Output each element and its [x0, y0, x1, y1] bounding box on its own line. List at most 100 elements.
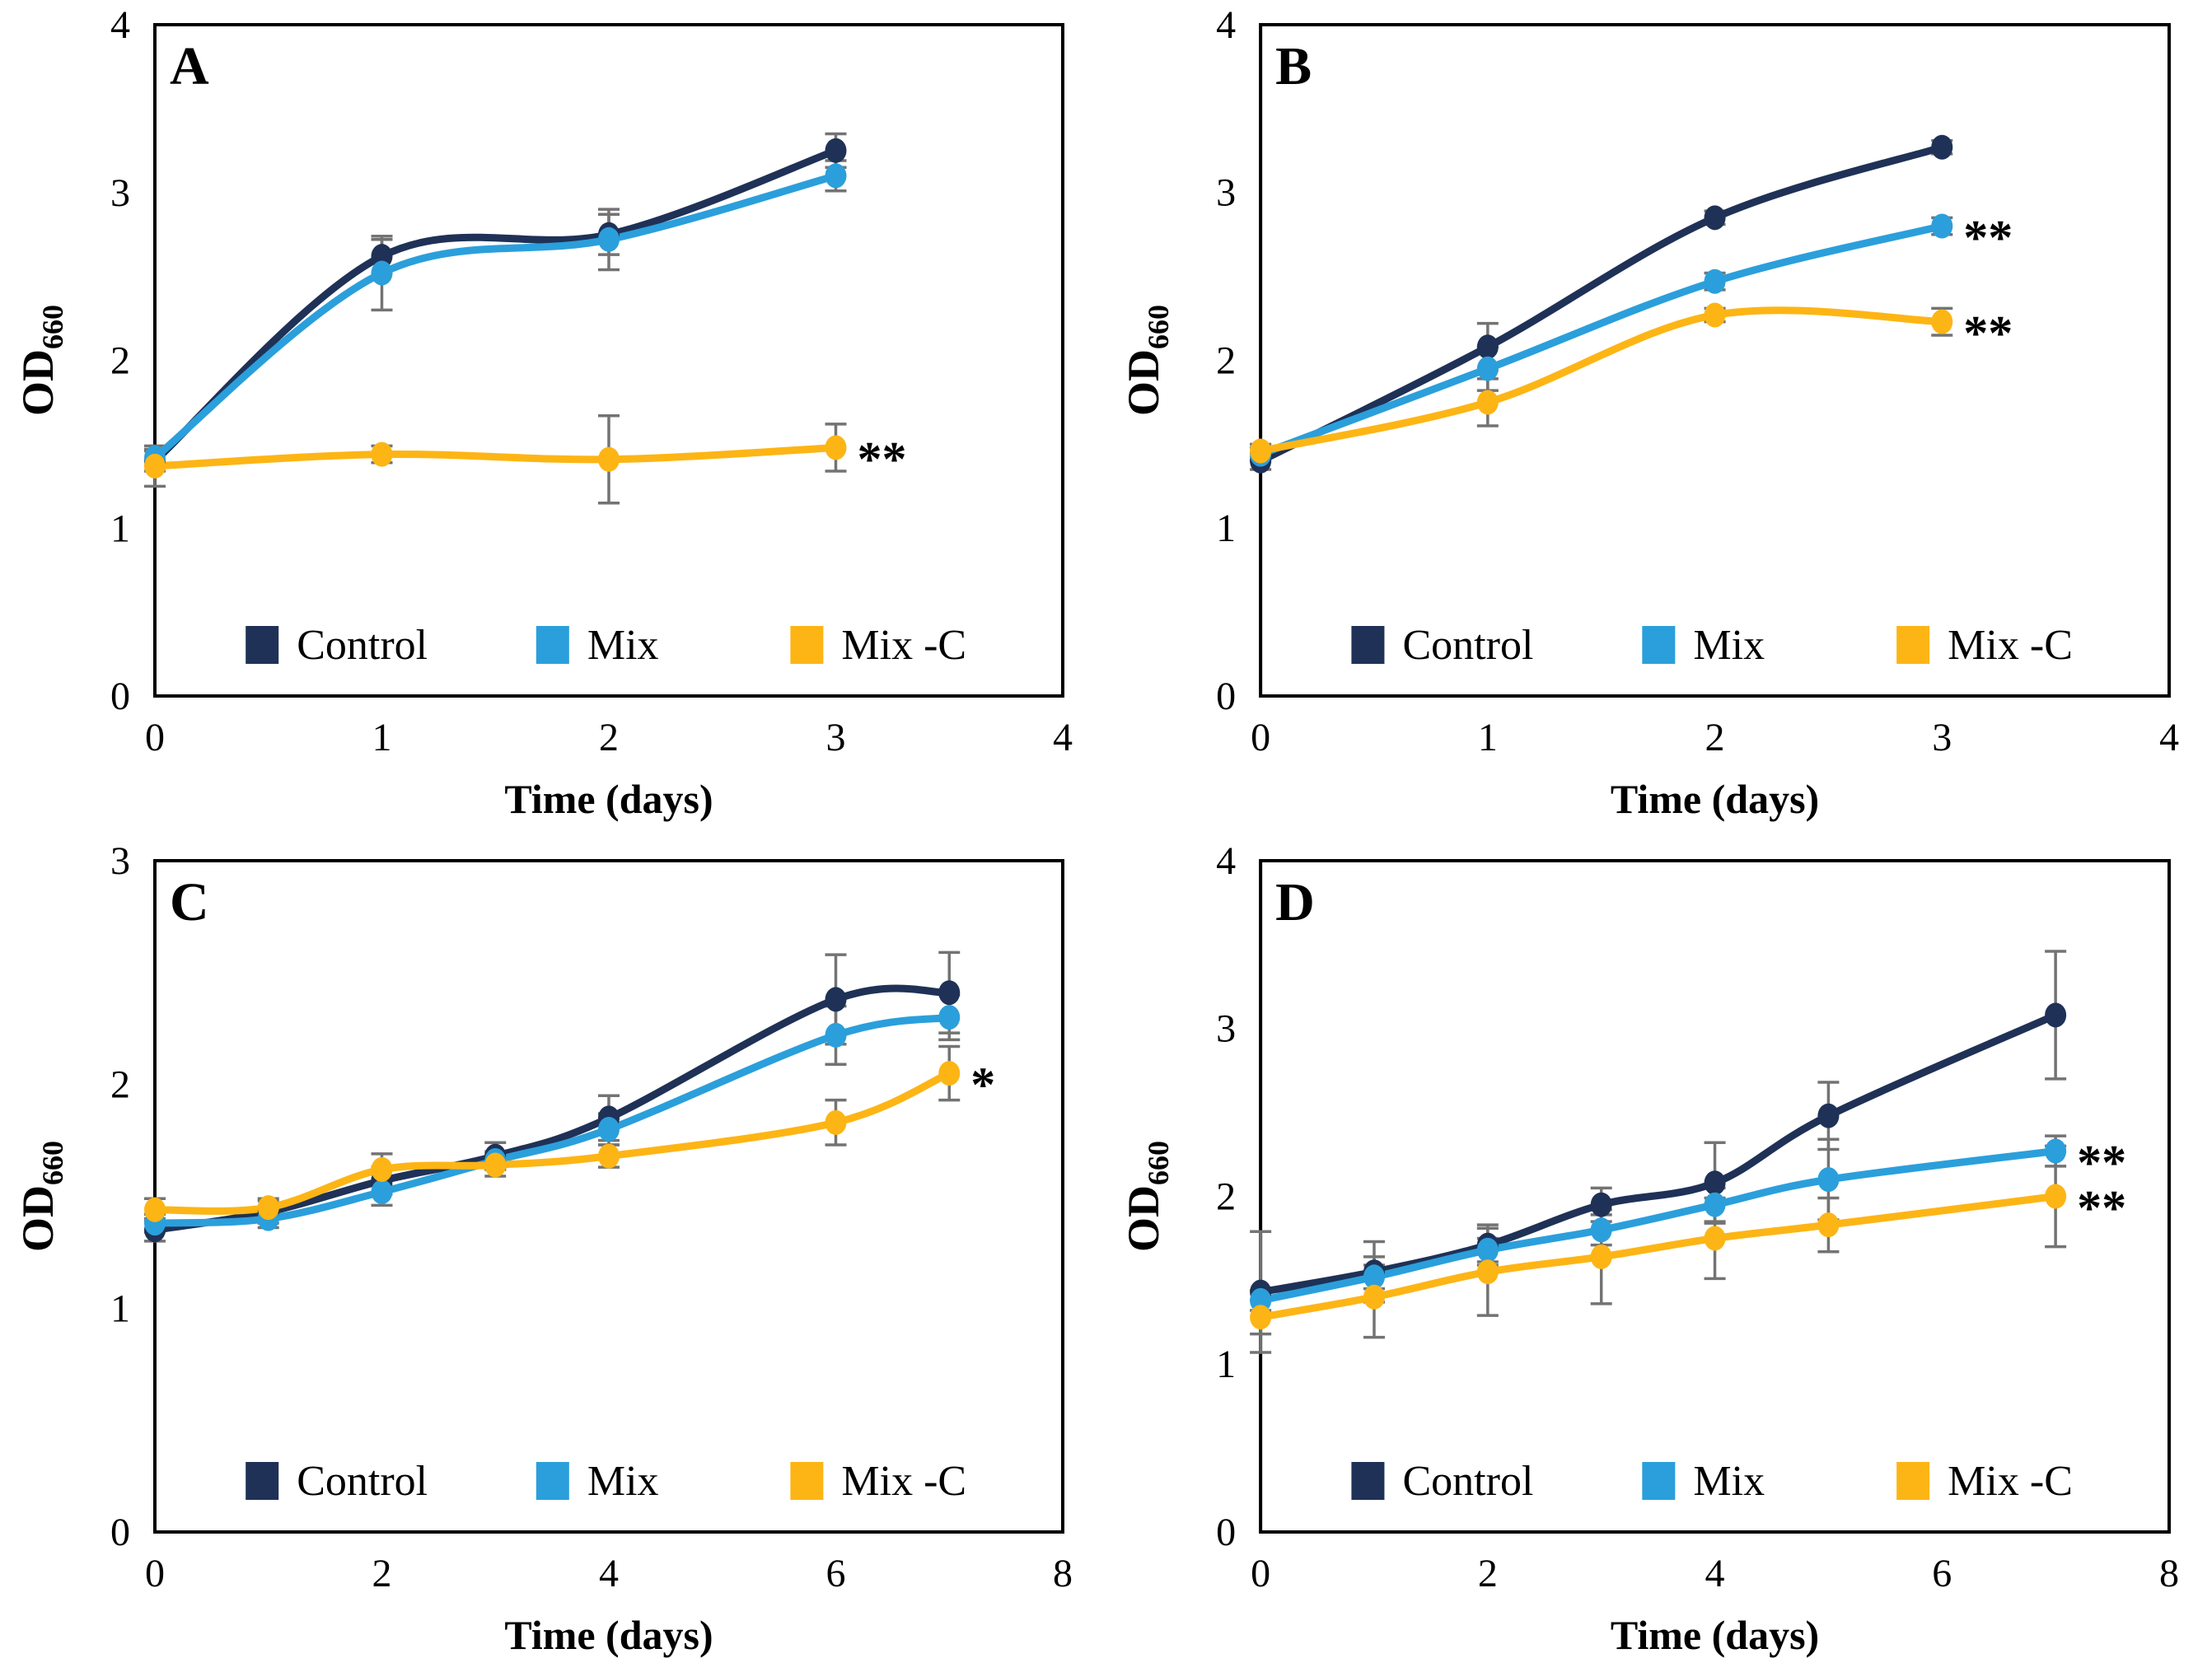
plot-border: [153, 859, 1064, 1534]
x-tick-label: 6: [1932, 1552, 1952, 1595]
y-tick-label: 3: [1216, 1007, 1236, 1051]
data-point-mix: [825, 163, 847, 189]
x-tick-label: 1: [372, 716, 392, 759]
x-tick-label: 0: [145, 716, 165, 759]
data-point-mix: [598, 1117, 620, 1142]
data-point-mix: [825, 1022, 847, 1048]
x-tick-label: 4: [1053, 716, 1073, 759]
data-point-mix: [1363, 1264, 1386, 1290]
data-point-control: [1476, 334, 1499, 360]
data-point-mix-c: [484, 1152, 507, 1178]
panel-label: A: [170, 36, 209, 96]
data-point-mix-c: [598, 446, 620, 472]
legend-swatch-control: [246, 1462, 279, 1500]
data-point-mix-c: [1363, 1284, 1386, 1310]
data-point-mix: [938, 1005, 961, 1030]
panel-c: 0 1 2 3 0 2 4 6 8 Time (days) OD660 C * Control Mix Mix…: [0, 836, 1106, 1672]
data-point-control: [825, 987, 847, 1012]
legend-label-control: Control: [1402, 1458, 1533, 1505]
plot-border: [1259, 23, 2171, 698]
data-point-mix-c: [825, 1109, 847, 1135]
chart-d: 0 1 2 3 4 0 2 4 6 8 Time (days) OD660 D **** Control Mi…: [1119, 839, 2179, 1658]
data-point-mix-c: [144, 1197, 166, 1222]
legend-label-mix-c: Mix -C: [1948, 1458, 2073, 1505]
y-tick-label: 1: [1216, 507, 1236, 550]
panel-label: C: [170, 872, 209, 932]
x-axis-title: Time (days): [1611, 1612, 1819, 1658]
panel-label: B: [1275, 36, 1312, 96]
data-point-mix-c: [144, 453, 166, 479]
legend-swatch-control: [246, 626, 279, 664]
plot-border: [153, 23, 1064, 698]
panel-label: D: [1275, 872, 1315, 932]
data-point-control: [1590, 1192, 1612, 1217]
data-point-mix: [1590, 1217, 1612, 1243]
significance-annotation: **: [858, 432, 907, 486]
legend-swatch-mix-c: [790, 1462, 824, 1500]
y-tick-label: 0: [1216, 675, 1236, 718]
data-point-mix-c: [1250, 1305, 1272, 1330]
data-point-mix: [371, 1179, 393, 1205]
x-tick-label: 3: [1932, 716, 1952, 759]
data-point-mix: [1931, 213, 1953, 239]
legend-label-mix: Mix: [587, 1458, 659, 1505]
data-point-control: [1704, 205, 1726, 231]
significance-annotation: **: [1963, 306, 2013, 361]
data-point-mix: [1476, 356, 1499, 381]
legend-label-mix: Mix: [1693, 622, 1765, 669]
legend-swatch-mix: [535, 626, 569, 664]
data-point-mix-c: [371, 1156, 393, 1182]
x-tick-label: 0: [1251, 1552, 1270, 1595]
legend-label-mix-c: Mix -C: [841, 622, 966, 669]
x-axis-title: Time (days): [1611, 776, 1819, 822]
legend-label-mix-c: Mix -C: [841, 1458, 966, 1505]
series-line-control: [1256, 143, 1946, 465]
y-tick-label: 3: [1216, 171, 1236, 215]
legend-swatch-control: [1351, 626, 1385, 664]
y-tick-label: 2: [1216, 1175, 1236, 1219]
y-tick-label: 4: [110, 3, 130, 47]
panel-d: 0 1 2 3 4 0 2 4 6 8 Time (days) OD660 D ** ** Control Mi…: [1106, 836, 2212, 1672]
legend-swatch-mix-c: [790, 626, 824, 664]
x-tick-label: 2: [599, 716, 619, 759]
legend-swatch-mix: [535, 1462, 569, 1500]
x-tick-label: 4: [2159, 716, 2179, 759]
legend-label-control: Control: [297, 622, 428, 669]
x-tick-label: 4: [1705, 1552, 1725, 1595]
x-tick-label: 8: [2159, 1552, 2179, 1595]
series-line-mix: [1256, 222, 1946, 459]
data-point-mix-c: [371, 441, 393, 467]
legend-swatch-mix: [1642, 626, 1676, 664]
y-axis-title: OD660: [1119, 1141, 1175, 1252]
data-point-mix: [1704, 269, 1726, 294]
panel-a: 0 1 2 3 4 0 1 2 3 4 Time (days) OD660 A ** Control Mix M…: [0, 0, 1106, 836]
panel-b: 0 1 2 3 4 0 1 2 3 4 Time (days) OD660 B ** ** Control Mi…: [1106, 0, 2212, 836]
data-point-control: [1704, 1170, 1726, 1196]
chart-c: 0 1 2 3 0 2 4 6 8 Time (days) OD660 C * Control Mix Mix…: [13, 839, 1073, 1658]
data-point-mix-c: [1817, 1212, 1840, 1238]
x-tick-label: 0: [145, 1552, 165, 1595]
data-point-mix: [598, 227, 620, 252]
series-line-mix-c: [1256, 306, 1946, 455]
data-point-mix-c: [1250, 438, 1272, 464]
x-axis-title: Time (days): [504, 1612, 713, 1658]
significance-annotation: **: [2077, 1136, 2126, 1190]
legend-label-control: Control: [1402, 622, 1533, 669]
series-line-control: [151, 984, 953, 1234]
significance-annotation: **: [2077, 1181, 2126, 1235]
data-point-mix-c: [1704, 1226, 1726, 1251]
x-tick-label: 6: [826, 1552, 846, 1595]
data-point-mix: [2045, 1138, 2067, 1164]
data-point-control: [1931, 134, 1953, 160]
series-line-control: [151, 147, 839, 465]
legend-label-mix: Mix: [1693, 1458, 1765, 1505]
data-point-mix: [1476, 1237, 1499, 1263]
plot-border: [1259, 859, 2171, 1534]
y-tick-label: 3: [110, 171, 130, 215]
x-tick-label: 2: [1478, 1552, 1498, 1595]
y-tick-label: 0: [110, 675, 130, 718]
y-tick-label: 2: [110, 339, 130, 383]
data-point-control: [1817, 1103, 1840, 1128]
data-point-control: [825, 138, 847, 163]
